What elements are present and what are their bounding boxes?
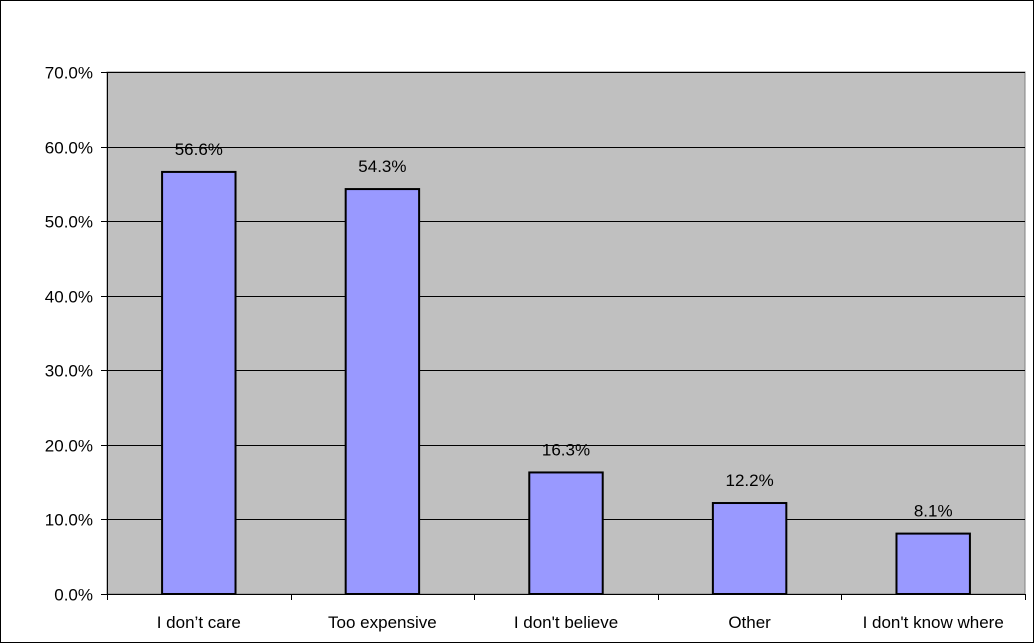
y-tick-label: 70.0% (45, 64, 93, 83)
data-labels: 56.6% 54.3% 16.3% 12.2% 8.1% (175, 140, 953, 521)
x-category-label: Other (728, 613, 771, 632)
data-label: 54.3% (358, 157, 406, 176)
data-label: 16.3% (542, 440, 590, 459)
x-category-label: I don't know where (863, 613, 1004, 632)
y-tick-label: 10.0% (45, 511, 93, 530)
bar (161, 170, 237, 595)
bar (711, 502, 788, 595)
gridlines (107, 72, 1025, 520)
bar (528, 471, 604, 596)
y-axis: 0.0% 10.0% 20.0% 30.0% 40.0% 50.0% 60.0% 70.0% (45, 64, 108, 605)
bars (161, 170, 971, 596)
x-category-label: I don't believe (514, 613, 618, 632)
y-tick-label: 30.0% (45, 362, 93, 381)
x-axis: I don’t care Too expensive I don't believe… (107, 594, 1026, 632)
y-tick-label: 0.0% (54, 586, 93, 605)
y-tick-label: 20.0% (45, 437, 93, 456)
data-label: 8.1% (914, 502, 953, 521)
x-category-label: I don’t care (157, 613, 241, 632)
y-tick-label: 50.0% (45, 213, 93, 232)
y-tick-label: 40.0% (45, 288, 93, 307)
data-label: 56.6% (175, 140, 223, 159)
data-label: 12.2% (725, 471, 773, 490)
bar (344, 188, 421, 595)
x-category-label: Too expensive (328, 613, 437, 632)
bar (895, 532, 971, 596)
y-tick-label: 60.0% (45, 139, 93, 158)
